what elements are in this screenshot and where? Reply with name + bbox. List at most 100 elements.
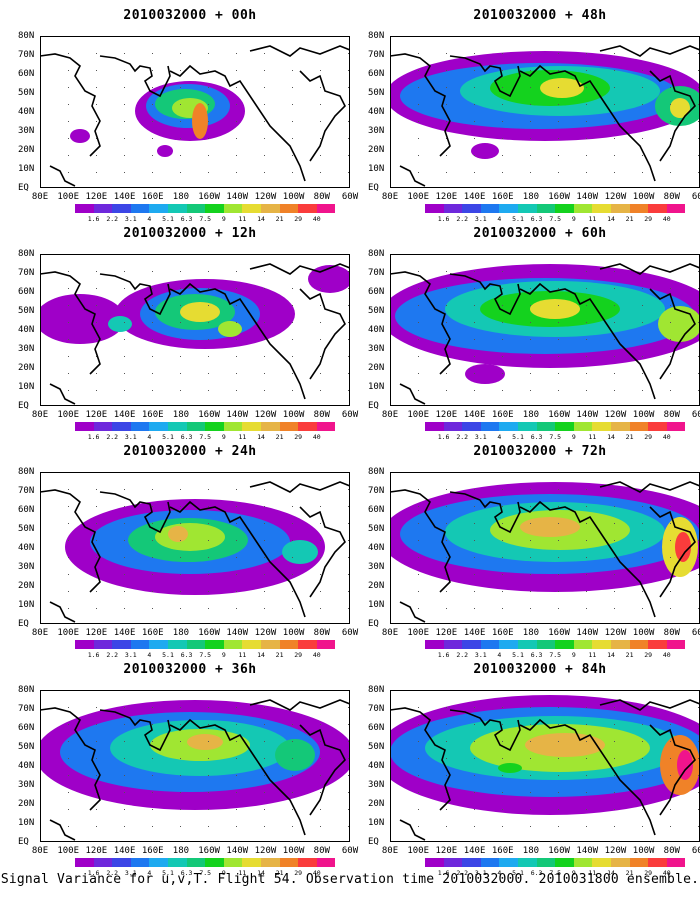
- grid-dot: [124, 172, 125, 173]
- colorbar-swatch: [298, 422, 317, 431]
- grid-dot: [614, 322, 615, 323]
- grid-dot: [530, 591, 531, 592]
- coastline: [49, 601, 76, 623]
- grid-dot: [670, 87, 671, 88]
- grid-dot: [124, 322, 125, 323]
- grid-dot: [68, 574, 69, 575]
- grid-dot: [180, 104, 181, 105]
- grid-dot: [586, 87, 587, 88]
- colorbar-swatch: [279, 640, 299, 649]
- grid-dot: [124, 390, 125, 391]
- longitude-label: 180: [172, 410, 190, 420]
- grid-dot: [152, 322, 153, 323]
- grid-dot: [264, 172, 265, 173]
- grid-dot: [446, 574, 447, 575]
- coastline: [99, 273, 171, 316]
- grid-dot: [586, 557, 587, 558]
- colorbar-swatch: [443, 204, 463, 213]
- grid-dot: [320, 356, 321, 357]
- variance-contour: [218, 321, 242, 337]
- colorbar-label: 3.1: [474, 869, 487, 877]
- longitude-label: 140E: [113, 410, 136, 420]
- grid-dot: [558, 826, 559, 827]
- grid-dot: [68, 707, 69, 708]
- grid-dot: [558, 271, 559, 272]
- grid-dot: [418, 707, 419, 708]
- grid-dot: [586, 758, 587, 759]
- grid-dot: [348, 574, 349, 575]
- grid-dot: [502, 523, 503, 524]
- grid-dot: [418, 322, 419, 323]
- grid-dot: [180, 70, 181, 71]
- grid-dot: [68, 741, 69, 742]
- grid-dot: [502, 792, 503, 793]
- coastline: [599, 699, 700, 711]
- colorbar-label: 1.6: [437, 651, 450, 659]
- grid-dot: [614, 356, 615, 357]
- grid-dot: [236, 741, 237, 742]
- grid-dot: [96, 356, 97, 357]
- grid-dot: [96, 172, 97, 173]
- grid-dot: [96, 155, 97, 156]
- map-plot: [390, 690, 700, 842]
- longitude-label: 60W: [341, 410, 359, 420]
- grid-dot: [208, 489, 209, 490]
- coastline: [99, 709, 171, 752]
- colorbar-swatch: [666, 858, 686, 867]
- colorbar-swatch: [462, 204, 481, 213]
- grid-dot: [236, 557, 237, 558]
- grid-dot: [180, 356, 181, 357]
- colorbar-label: 9: [571, 869, 576, 877]
- colorbar-swatch: [666, 204, 686, 213]
- colorbar-swatch: [518, 204, 537, 213]
- grid-dot: [530, 121, 531, 122]
- grid-dot: [180, 741, 181, 742]
- grid-dot: [320, 138, 321, 139]
- variance-map: 80N 70N 60N 50N 40N 30N 20N 10N EQ 80E 100E 120E 140…: [368, 468, 700, 638]
- grid-dot: [208, 741, 209, 742]
- grid-dot: [124, 104, 125, 105]
- grid-dot: [292, 373, 293, 374]
- map-frame: [40, 254, 350, 406]
- coastline: [390, 271, 451, 375]
- colorbar-label: 2.2: [106, 869, 119, 877]
- grid-dot: [530, 87, 531, 88]
- latitude-label: 20N: [368, 145, 385, 155]
- grid-dot: [292, 356, 293, 357]
- coastline: [299, 724, 346, 816]
- grid-dot: [474, 121, 475, 122]
- grid-dot: [264, 87, 265, 88]
- coastline: [449, 709, 521, 752]
- colorbar-label: 11: [588, 215, 597, 223]
- grid-dot: [348, 356, 349, 357]
- grid-dot: [236, 271, 237, 272]
- grid-dot: [558, 87, 559, 88]
- grid-dot: [614, 53, 615, 54]
- latitude-label: 40N: [368, 325, 385, 335]
- grid-dot: [670, 608, 671, 609]
- colorbar-swatch: [573, 204, 593, 213]
- grid-dot: [698, 792, 699, 793]
- grid-dot: [502, 758, 503, 759]
- grid-dot: [670, 523, 671, 524]
- grid-dot: [502, 707, 503, 708]
- latitude-label: 70N: [368, 268, 385, 278]
- grid-dot: [614, 155, 615, 156]
- grid-dot: [614, 288, 615, 289]
- longitude-label: 120W: [604, 192, 627, 202]
- grid-dot: [670, 322, 671, 323]
- grid-dot: [68, 138, 69, 139]
- grid-dot: [152, 87, 153, 88]
- grid-dot: [264, 288, 265, 289]
- longitude-label: 140E: [113, 628, 136, 638]
- grid-dot: [530, 574, 531, 575]
- grid-dot: [68, 390, 69, 391]
- grid-dot: [152, 557, 153, 558]
- grid-dot: [320, 70, 321, 71]
- grid-dot: [586, 506, 587, 507]
- grid-dot: [558, 373, 559, 374]
- grid-dot: [558, 540, 559, 541]
- grid-dot: [502, 540, 503, 541]
- variance-contour: [70, 129, 90, 143]
- forecast-panel: 2010032000 + 48h 80N 70N 60N 50N 40N 30N 20N 10N…: [368, 8, 700, 223]
